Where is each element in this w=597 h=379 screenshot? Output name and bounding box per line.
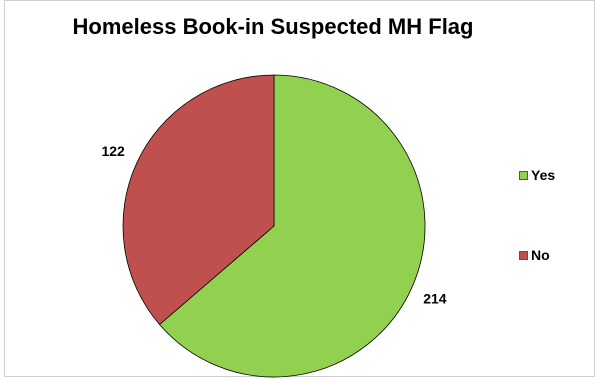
chart-title: Homeless Book-in Suspected MH Flag bbox=[72, 14, 474, 39]
pie-slice-no bbox=[122, 74, 275, 326]
legend-label-yes: Yes bbox=[531, 167, 556, 183]
data-label-yes: 214 bbox=[423, 291, 447, 307]
legend-swatch-yes bbox=[519, 170, 528, 180]
data-label-no: 122 bbox=[101, 143, 125, 159]
pie-slice-yes bbox=[158, 74, 426, 378]
legend-label-no: No bbox=[531, 247, 550, 263]
legend-item-yes: Yes bbox=[519, 167, 555, 183]
legend-swatch-no bbox=[519, 250, 528, 260]
legend-item-no: No bbox=[519, 247, 550, 263]
